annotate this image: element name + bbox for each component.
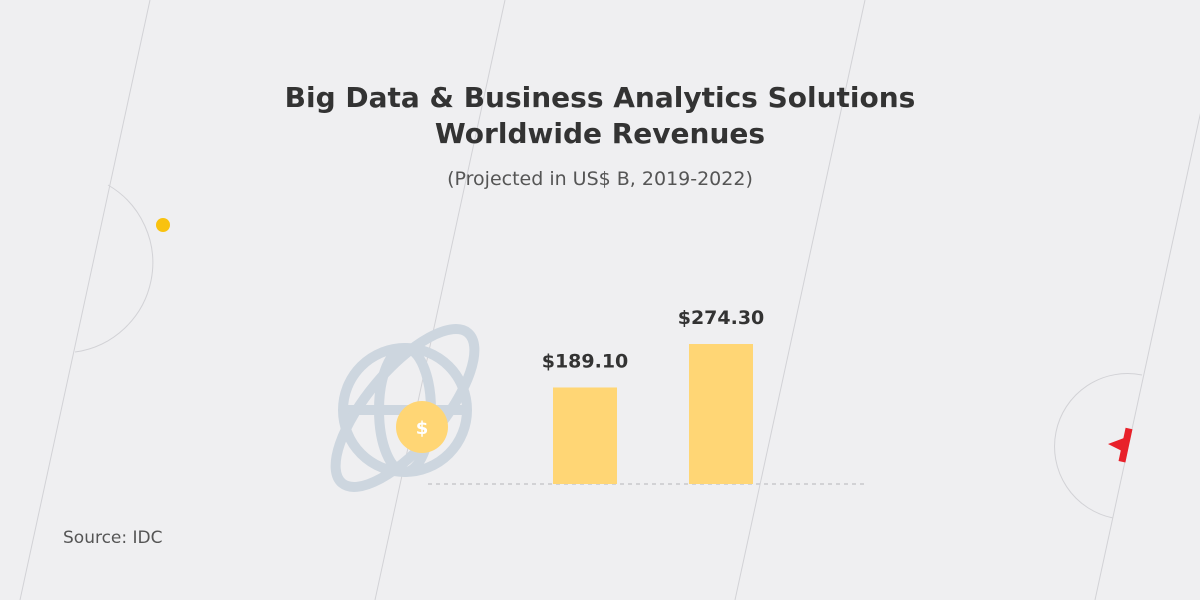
coin-symbol: $ bbox=[416, 418, 429, 439]
dollar-coin-icon: $ bbox=[396, 401, 448, 453]
decor-yellow-dot bbox=[156, 218, 170, 232]
bar-value-label-2022: $274.30 bbox=[678, 307, 765, 329]
decor-red-mark bbox=[1108, 427, 1133, 463]
decor-arc-left bbox=[74, 184, 154, 353]
decor-diagonal-line bbox=[1094, 113, 1200, 600]
bar-2022 bbox=[689, 344, 753, 484]
bar-2019 bbox=[553, 387, 617, 484]
decor-arc-right bbox=[1054, 373, 1143, 519]
source-note: Source: IDC bbox=[63, 528, 163, 548]
bar-value-label-2019: $189.10 bbox=[542, 350, 629, 372]
bar-series: $189.10 $274.30 bbox=[542, 307, 765, 484]
chart-subtitle: (Projected in US$ B, 2019-2022) bbox=[447, 168, 753, 190]
decor-diagonal-line bbox=[19, 0, 151, 600]
chart-title-line-2: Worldwide Revenues bbox=[434, 117, 766, 150]
decor-diagonal-line bbox=[734, 0, 866, 600]
chart-title: Big Data & Business Analytics Solutions … bbox=[0, 80, 1200, 152]
chart-title-line-1: Big Data & Business Analytics Solutions bbox=[284, 81, 916, 114]
decor-diagonal-line bbox=[374, 0, 506, 600]
